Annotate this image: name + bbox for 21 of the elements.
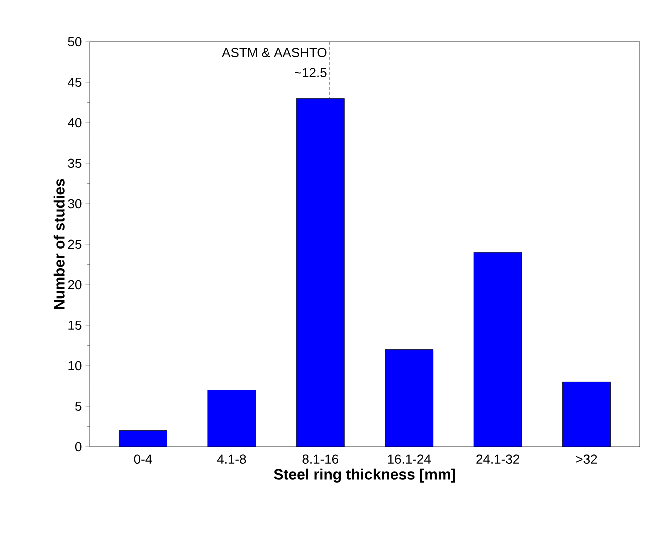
x-tick-label: 16.1-24 — [388, 454, 432, 464]
y-tick-label: 50 — [68, 37, 82, 47]
x-tick-label: >32 — [576, 454, 598, 464]
y-tick-label: 0 — [75, 442, 82, 452]
y-tick-label: 15 — [68, 320, 82, 330]
y-tick-label: 40 — [68, 118, 82, 128]
y-tick-label: 30 — [68, 199, 82, 209]
x-tick-label: 8.1-16 — [302, 454, 339, 464]
x-axis-title: Steel ring thickness [mm] — [274, 468, 456, 483]
y-tick-label: 20 — [68, 280, 82, 290]
annotation: ASTM & AASHTO — [222, 48, 327, 58]
y-axis-title: Number of studies — [54, 179, 65, 310]
y-tick-label: 35 — [68, 158, 82, 168]
y-tick-label: 5 — [75, 402, 82, 412]
y-tick-label: 25 — [68, 240, 82, 250]
y-tick-label: 45 — [68, 78, 82, 88]
x-tick-label: 0-4 — [134, 454, 152, 464]
x-tick-label: 4.1-8 — [217, 454, 246, 464]
annotation: ~12.5 — [295, 68, 327, 78]
x-tick-label: 24.1-32 — [476, 454, 520, 464]
y-tick-label: 10 — [68, 361, 82, 371]
